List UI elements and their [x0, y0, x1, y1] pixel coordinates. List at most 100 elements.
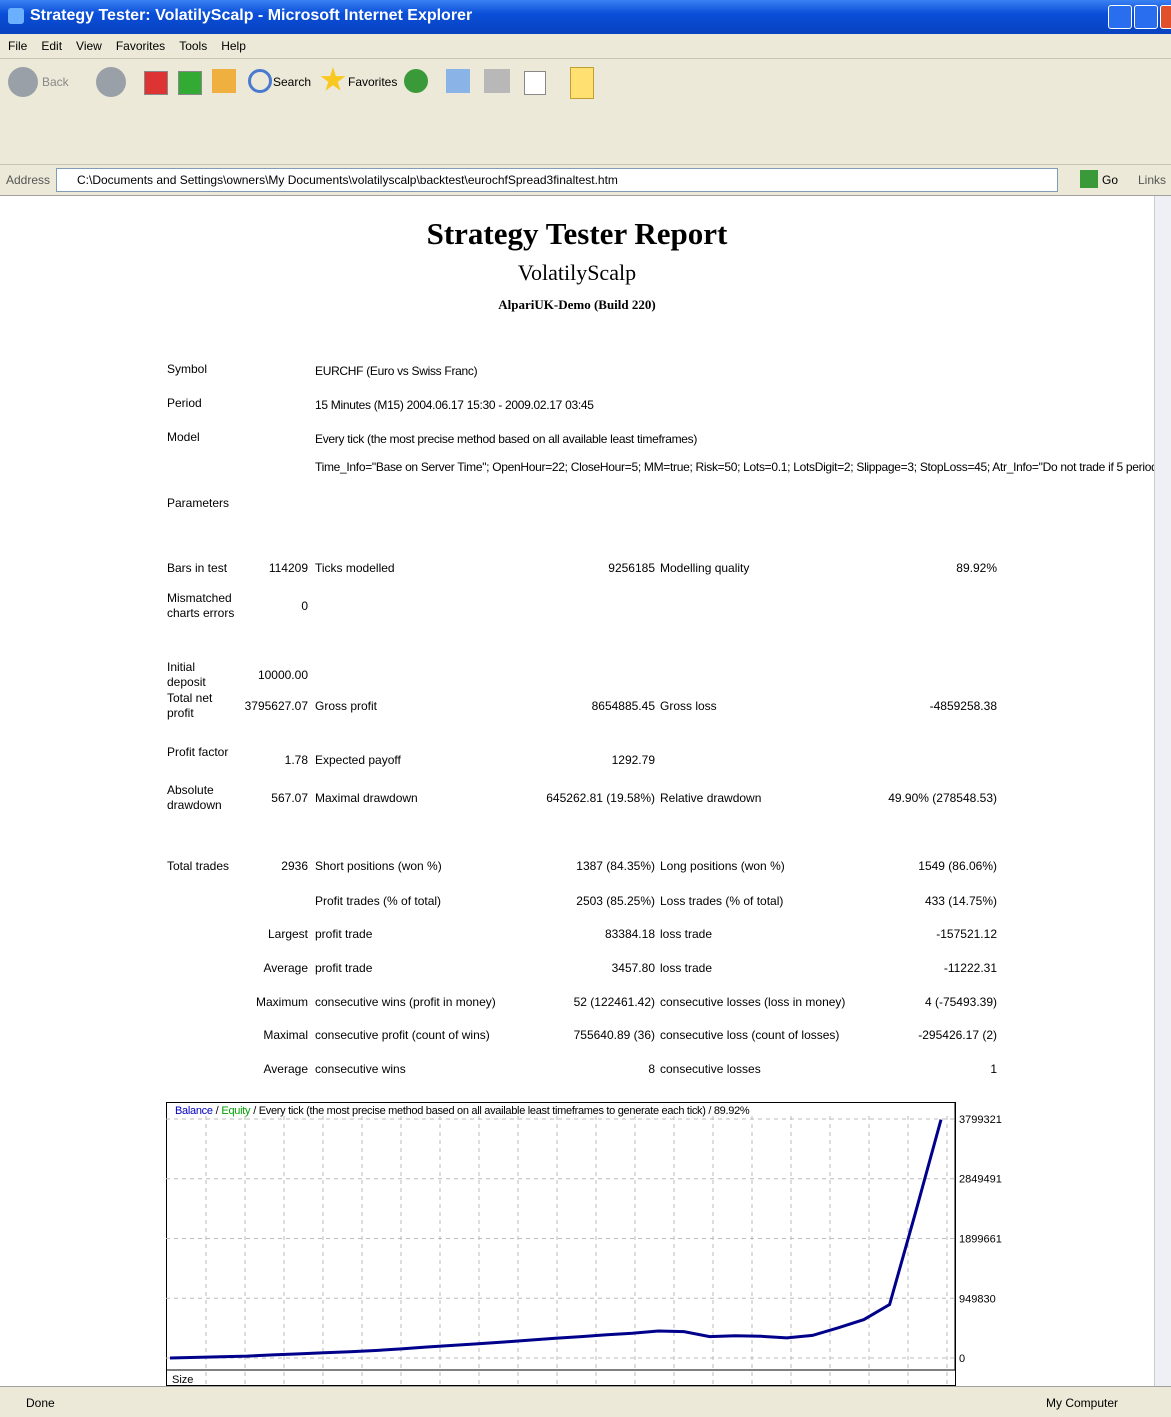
stat-value: 3457.80: [611, 961, 655, 975]
info-label: Model: [167, 430, 200, 444]
go-label[interactable]: Go: [1102, 173, 1119, 187]
report-subtitle: VolatilyScalp: [517, 260, 637, 285]
search-label[interactable]: Search: [273, 75, 312, 89]
stat-label: Total net profit: [167, 691, 213, 720]
mail-icon[interactable]: [446, 69, 470, 93]
y-tick-label: 1899661: [959, 1234, 1002, 1246]
go-icon[interactable]: [1080, 170, 1098, 188]
report-server: AlpariUK-Demo (Build 220): [498, 297, 656, 312]
stat-value: -295426.17 (2): [918, 1028, 997, 1042]
stat-value: 8654885.45: [591, 699, 655, 713]
close-button[interactable]: [1160, 5, 1171, 29]
print-icon[interactable]: [484, 69, 510, 93]
stat-value: 755640.89 (36): [573, 1028, 655, 1042]
stop-icon[interactable]: [144, 71, 168, 95]
refresh-icon[interactable]: [178, 71, 202, 95]
legend-part: Equity: [221, 1105, 251, 1117]
stat-value: Maximum: [255, 995, 308, 1009]
stat-label: profit trade: [315, 961, 373, 975]
back-label[interactable]: Back: [42, 75, 69, 89]
y-tick-label: 3799321: [959, 1114, 1002, 1126]
search-icon[interactable]: [248, 69, 272, 93]
stat-label: Modelling quality: [660, 561, 750, 575]
scrollbar[interactable]: [1154, 196, 1171, 1386]
menu-item[interactable]: Edit: [41, 39, 63, 53]
menu-item[interactable]: View: [76, 39, 102, 53]
messenger-icon[interactable]: [570, 67, 594, 99]
stat-value: 8: [648, 1062, 655, 1076]
legend-part: Balance: [175, 1105, 213, 1117]
address-field[interactable]: C:\Documents and Settings\owners\My Docu…: [56, 168, 1058, 192]
stat-label: Profit factor: [167, 745, 229, 759]
menu-item[interactable]: Help: [221, 39, 246, 53]
stat-label: Absolute drawdown: [167, 783, 222, 812]
stat-value: 2936: [281, 859, 308, 873]
back-icon[interactable]: [8, 67, 38, 97]
stat-label: consecutive losses (loss in money): [660, 995, 846, 1009]
stat-label: Ticks modelled: [315, 561, 395, 575]
history-icon[interactable]: [404, 69, 428, 93]
size-label: Size: [172, 1374, 193, 1386]
info-value: Every tick (the most precise method base…: [315, 432, 698, 446]
stat-value: 89.92%: [956, 561, 997, 575]
menu-item[interactable]: Tools: [179, 39, 208, 53]
menu-item[interactable]: File: [8, 39, 28, 53]
minimize-button[interactable]: [1108, 5, 1132, 29]
stat-value: 567.07: [271, 791, 308, 805]
stat-value: 645262.81 (19.58%): [546, 791, 655, 805]
stat-value: 52 (122461.42): [573, 995, 655, 1009]
menu-bar: File Edit View Favorites Tools Help: [0, 34, 1171, 59]
stat-value: 3795627.07: [244, 699, 308, 713]
stat-label: Bars in test: [167, 561, 228, 575]
edit-icon[interactable]: [524, 71, 546, 95]
forward-icon[interactable]: [96, 67, 126, 97]
info-value: EURCHF (Euro vs Swiss Franc): [315, 364, 478, 378]
stat-value: Maximal: [263, 1028, 308, 1042]
stat-label: Loss trades (% of total): [660, 894, 784, 908]
stat-value: 1549 (86.06%): [918, 859, 997, 873]
status-zone: My Computer: [1046, 1396, 1119, 1410]
stat-value: Largest: [267, 927, 308, 941]
stat-label: Mismatched charts errors: [167, 591, 235, 620]
stat-label: Profit trades (% of total): [315, 894, 442, 908]
home-icon[interactable]: [212, 69, 236, 93]
chart-legend: Balance / Equity / Every tick (the most pre…: [175, 1105, 750, 1117]
balance-line: [169, 1119, 943, 1360]
stat-label: Total trades: [167, 859, 230, 873]
stat-value: 9256185: [608, 561, 655, 575]
info-label: Symbol: [167, 362, 208, 376]
stat-value: 0: [301, 599, 308, 613]
maximize-button[interactable]: [1134, 5, 1158, 29]
favorites-label[interactable]: Favorites: [348, 75, 398, 89]
stat-value: 433 (14.75%): [924, 894, 997, 908]
legend-part: /: [216, 1105, 220, 1117]
stat-label: Initial deposit: [167, 660, 206, 689]
stat-value: 2503 (85.25%): [576, 894, 655, 908]
address-label: Address: [6, 173, 51, 187]
status-bar: Done My Computer: [0, 1386, 1171, 1417]
stat-label: Gross profit: [315, 699, 378, 713]
title-bar: Strategy Tester: VolatilyScalp - Microso…: [0, 0, 1171, 34]
links-label[interactable]: Links: [1138, 173, 1167, 187]
stat-label: loss trade: [660, 927, 713, 941]
stat-label: Relative drawdown: [660, 791, 762, 805]
legend-part: / Every tick (the most precise method ba…: [253, 1105, 750, 1117]
stat-label: consecutive loss (count of losses): [660, 1028, 840, 1042]
info-label: Period: [167, 396, 202, 410]
stat-label: consecutive wins (profit in money): [315, 995, 496, 1009]
stat-value: 49.90% (278548.53): [888, 791, 997, 805]
report-title: Strategy Tester Report: [426, 216, 728, 251]
stat-label: Maximal drawdown: [315, 791, 418, 805]
address-bar: Address C:\Documents and Settings\owners…: [0, 165, 1171, 196]
favorites-icon[interactable]: [320, 67, 346, 91]
y-tick-label: 2849491: [959, 1174, 1002, 1186]
menu-item[interactable]: Favorites: [115, 39, 166, 53]
stat-value: 1292.79: [611, 753, 655, 767]
stat-label: Expected payoff: [315, 753, 401, 767]
stat-label: consecutive losses: [660, 1062, 761, 1076]
app-icon: [8, 8, 24, 24]
toolbar: Back Search Favorites: [0, 59, 1171, 165]
stat-label: profit trade: [315, 927, 373, 941]
stat-value: 1: [990, 1062, 997, 1076]
